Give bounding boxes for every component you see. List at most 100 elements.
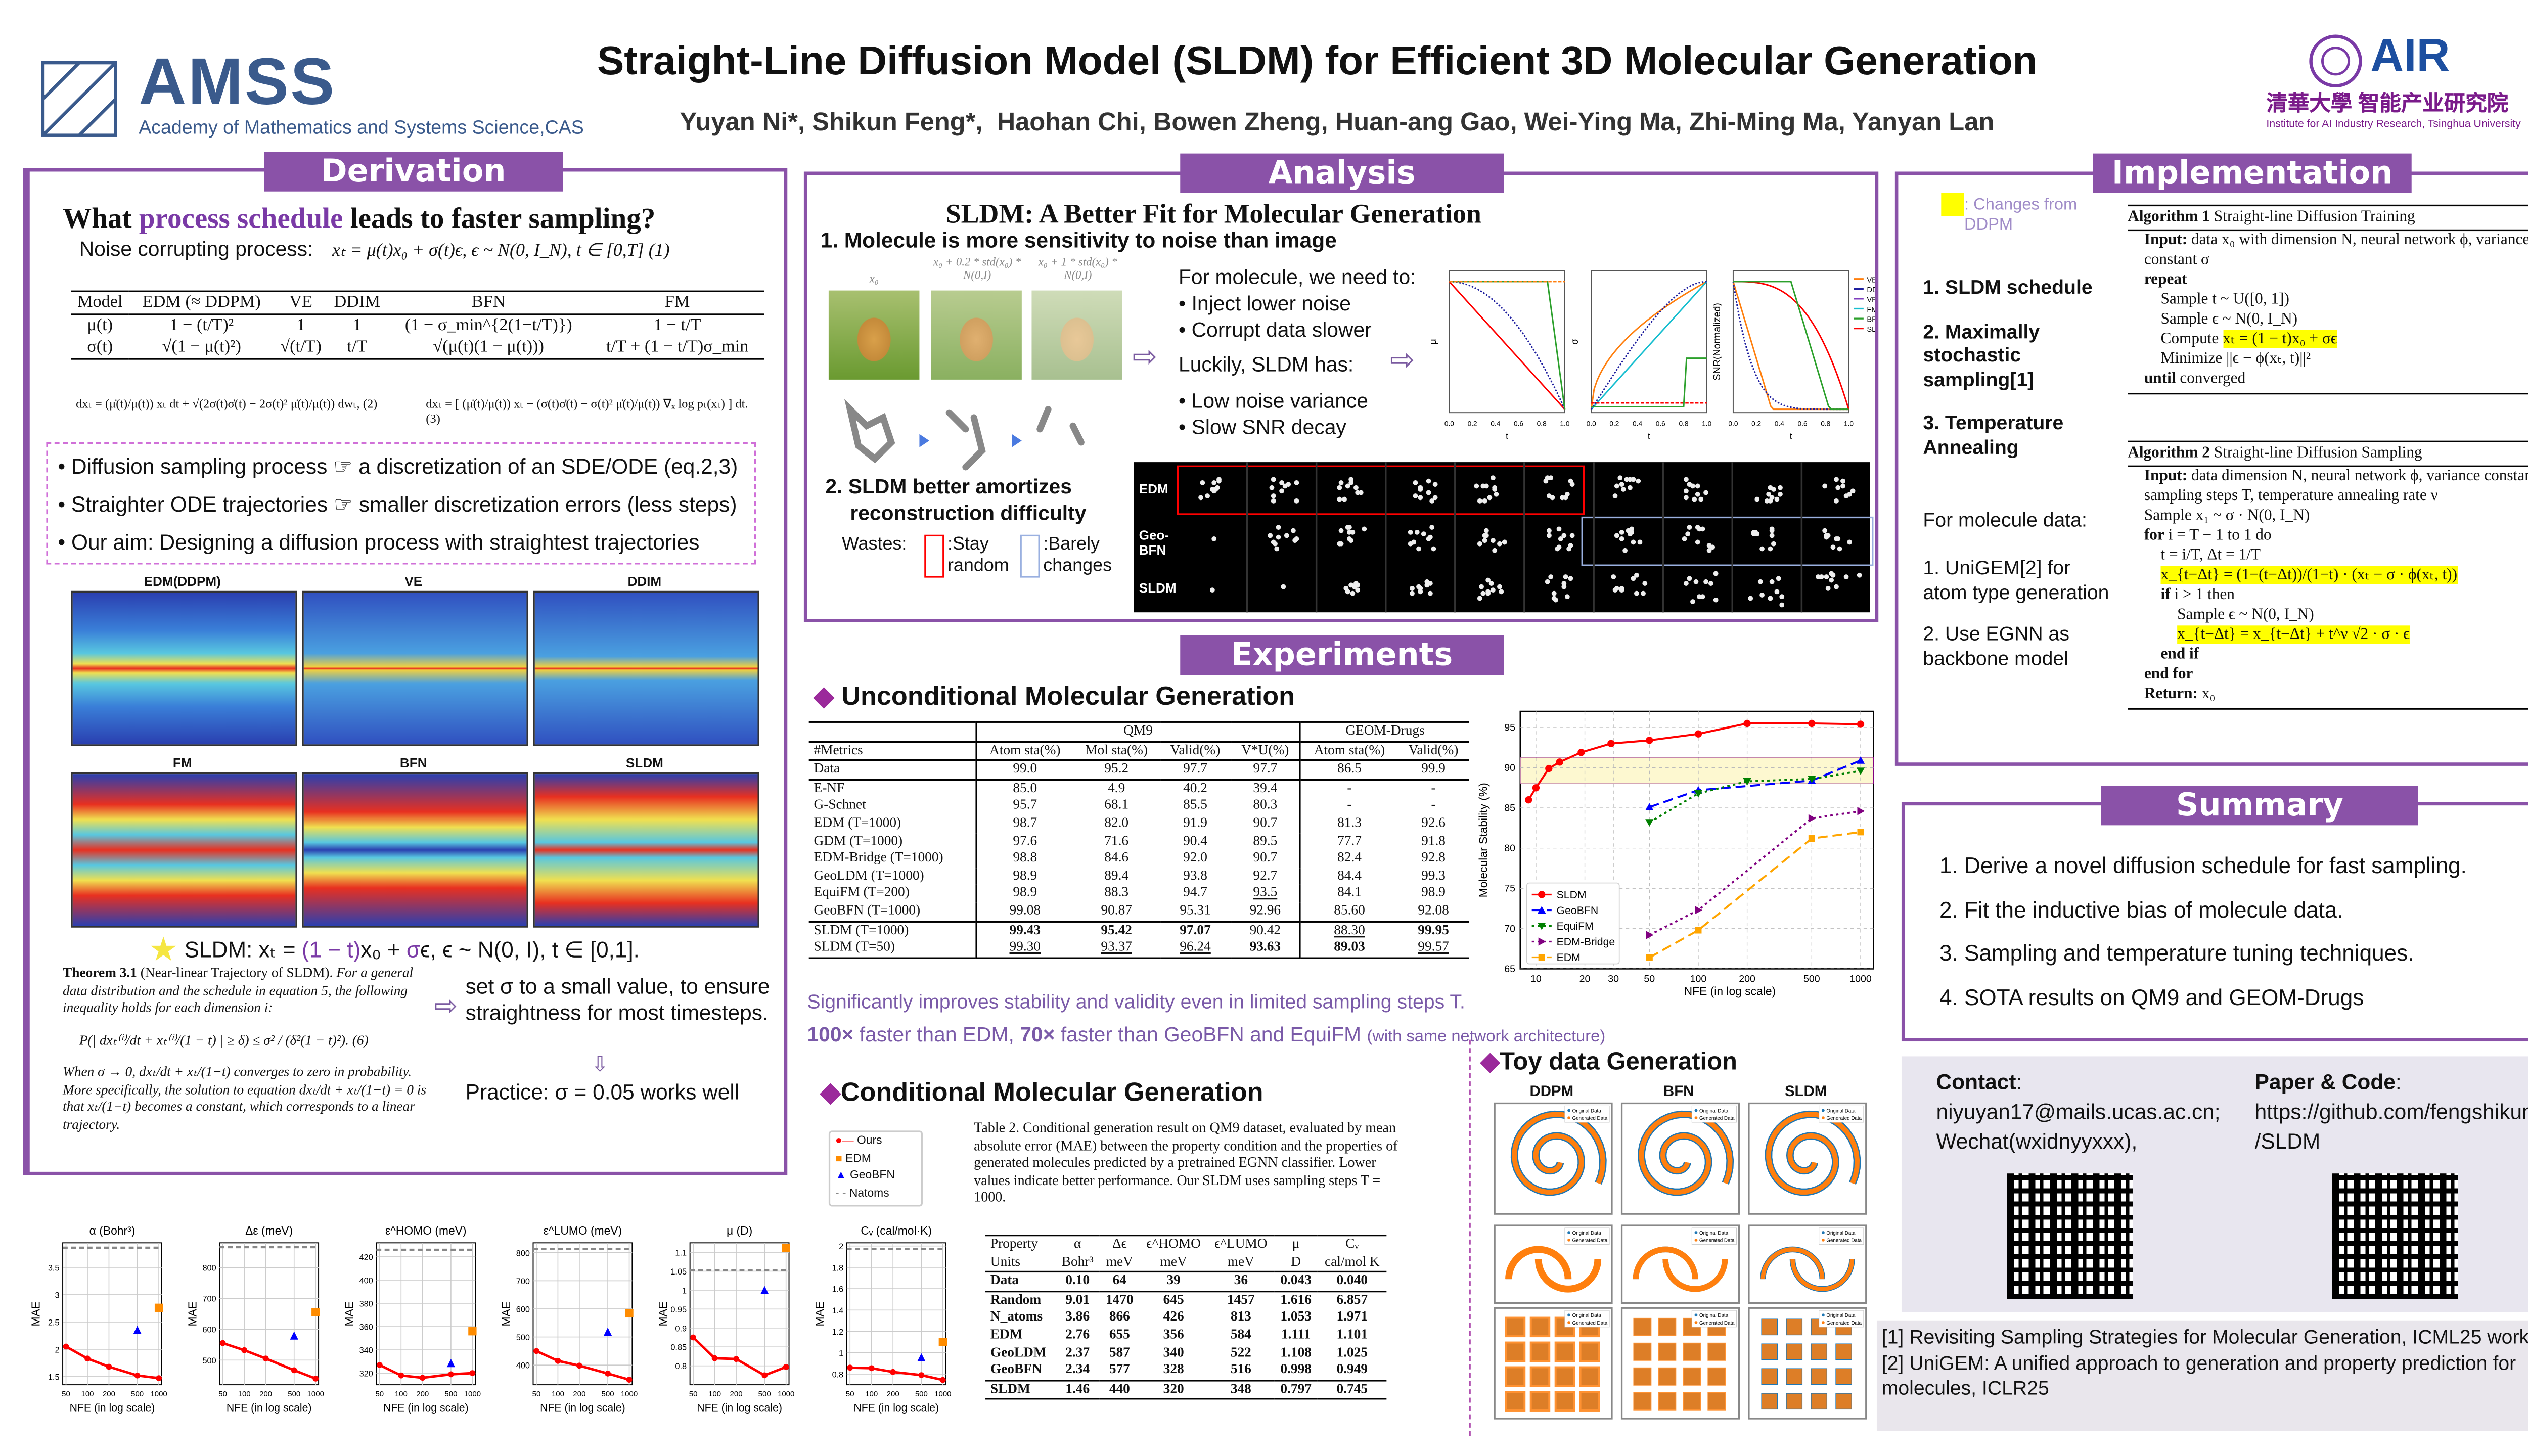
header-row: #Metrics Atom sta(%) Mol sta(%) Valid(%) V*U… (808, 741, 1469, 761)
column-header: Atom sta(%) (1299, 741, 1398, 761)
atom-dot (1547, 533, 1552, 539)
ours-point (890, 1369, 896, 1375)
y-tick-label: 400 (516, 1361, 530, 1371)
x-tick-label: 500 (915, 1390, 928, 1398)
wechat-qr-code[interactable] (2007, 1173, 2133, 1299)
table-cell: 99.08 (975, 902, 1073, 921)
x-tick-label: 1000 (150, 1390, 167, 1398)
table-cell: GeoLDM (990, 1344, 1047, 1359)
y-tick-label: 1.1 (675, 1249, 687, 1258)
column-header: Valid(%) (1408, 742, 1459, 757)
atom-dot (1824, 574, 1829, 579)
grid-line (1731, 462, 1733, 613)
atom-dot (1753, 530, 1758, 536)
data-point-sldm (1577, 749, 1585, 756)
chart-title: ε^LUMO (meV) (544, 1224, 622, 1237)
x-tick: 0.0 (1728, 420, 1738, 427)
table-cell: E-NF (814, 780, 845, 795)
has-title: Luckily, SLDM has: (1178, 353, 1354, 377)
generated-data (1633, 1392, 1652, 1410)
x-tick-label: 50 (689, 1390, 698, 1398)
toy-legend-generated: Generated Data (1572, 1321, 1608, 1326)
atom-dot (1713, 571, 1719, 576)
toy-legend: Original Data Generated Data (1691, 1310, 1737, 1328)
generated-data (1505, 1366, 1526, 1387)
atom-dot (1270, 485, 1275, 491)
has-item: • Slow SNR decay (1178, 416, 1346, 439)
atom-dot (1683, 489, 1688, 494)
plot-area (689, 1242, 790, 1386)
tsinghua-emblem-icon (2309, 34, 2362, 88)
table-cell: 93.5 (1253, 885, 1278, 900)
generated-data (1836, 1369, 1852, 1384)
series-line-edm-bridge (1649, 810, 1861, 936)
atom-dot (1684, 495, 1690, 501)
down-arrow-icon: ⇩ (591, 1051, 609, 1076)
data-point-sldm (1646, 737, 1653, 744)
toy-legend-box (1691, 1310, 1737, 1328)
grid-line (1315, 462, 1318, 613)
atom-dot (1779, 602, 1785, 607)
x-tick-label: 200 (103, 1390, 115, 1398)
code-url-cont[interactable]: /SLDM (2254, 1129, 2321, 1154)
x-tick-label: 50 (62, 1390, 70, 1398)
summary-item: 1. Derive a novel diffusion schedule for… (1939, 853, 2467, 878)
need-text: Inject lower noise (1191, 292, 1351, 315)
heatmap-ddim (533, 590, 759, 746)
atom-dot (1418, 589, 1423, 594)
contact-email[interactable]: niyuyan17@mails.ucas.ac.cn; (1936, 1099, 2221, 1124)
question-pre: What (63, 201, 139, 235)
x-tick-label: 50 (218, 1390, 227, 1398)
code-url[interactable]: https://github.com/fengshikun (2254, 1099, 2528, 1124)
question-highlight: process schedule (139, 201, 343, 235)
atom-dot (1545, 578, 1550, 584)
generated-marker (1567, 1116, 1571, 1120)
atom-dot (1769, 528, 1774, 533)
table-cell: 99.3 (1421, 868, 1446, 883)
theorem-name: (Near-linear Trajectory of SLDM). (137, 965, 333, 981)
original-marker (1821, 1313, 1825, 1317)
table-cell: 85.5 (1183, 798, 1207, 813)
keyword: end if (2160, 645, 2199, 664)
x-tick: 1.0 (1560, 420, 1569, 427)
atom-dot (1498, 584, 1503, 589)
table-cell: 90.42 (1249, 922, 1281, 937)
atom-dot (1491, 538, 1496, 543)
atom-dot (1286, 481, 1291, 487)
atom-dot (1687, 524, 1692, 530)
schedule-curve (1591, 281, 1707, 410)
table-cell: 90.7 (1253, 850, 1278, 866)
table-cell: - (1431, 780, 1436, 795)
x-tick-label: 100 (395, 1390, 408, 1398)
bullet-aim: • Our aim: Designing a diffusion process… (58, 529, 700, 555)
ours-point (711, 1355, 718, 1361)
dog-image-noisy-02 (931, 290, 1022, 380)
x-tick: 0.8 (1679, 420, 1688, 427)
amss-logo: AMSS Academy of Mathematics and Systems … (33, 46, 584, 149)
github-qr-code[interactable] (2332, 1173, 2458, 1299)
table-cell: 96.24 (1180, 939, 1211, 954)
y-tick-label: 1 (682, 1286, 687, 1295)
atom-dot (1412, 480, 1418, 486)
table-cell: SLDM (T=50) (814, 939, 895, 954)
y-tick-label: 1.4 (832, 1306, 844, 1315)
generated-data (1512, 1112, 1606, 1195)
ours-point (63, 1343, 69, 1350)
ours-point (291, 1367, 297, 1374)
schedule-plots: μ t 0.0 0.2 0.4 0.6 0.8 1.0 σ t 0.0 0.2 0.4 0.6 0.8 1.0… (1429, 270, 1875, 441)
toy-legend-original: Original Data (1699, 1108, 1729, 1114)
table-row: E-NF 85.0 4.9 40.2 39.4 - - (809, 779, 1469, 798)
keyword: until (2144, 370, 2176, 388)
edm-point (154, 1303, 163, 1312)
table-cell: 0.043 (1280, 1272, 1312, 1288)
atom-dot (1275, 546, 1280, 551)
toy-legend-box (1819, 1227, 1864, 1245)
toy-legend-original: Original Data (1826, 1313, 1856, 1318)
x-tick-label: 50 (532, 1390, 541, 1398)
stay-random-label: :Stay random (947, 534, 1009, 576)
column-header: ϵ^LUMO (1214, 1236, 1268, 1251)
x-tick-label: 1000 (307, 1390, 324, 1398)
line-text: Sample x₁ ~ σ · N(0, I_N) (2144, 507, 2310, 525)
table-cell: 9.01 (1065, 1292, 1090, 1307)
speedup-edm: 100× (807, 1023, 854, 1046)
